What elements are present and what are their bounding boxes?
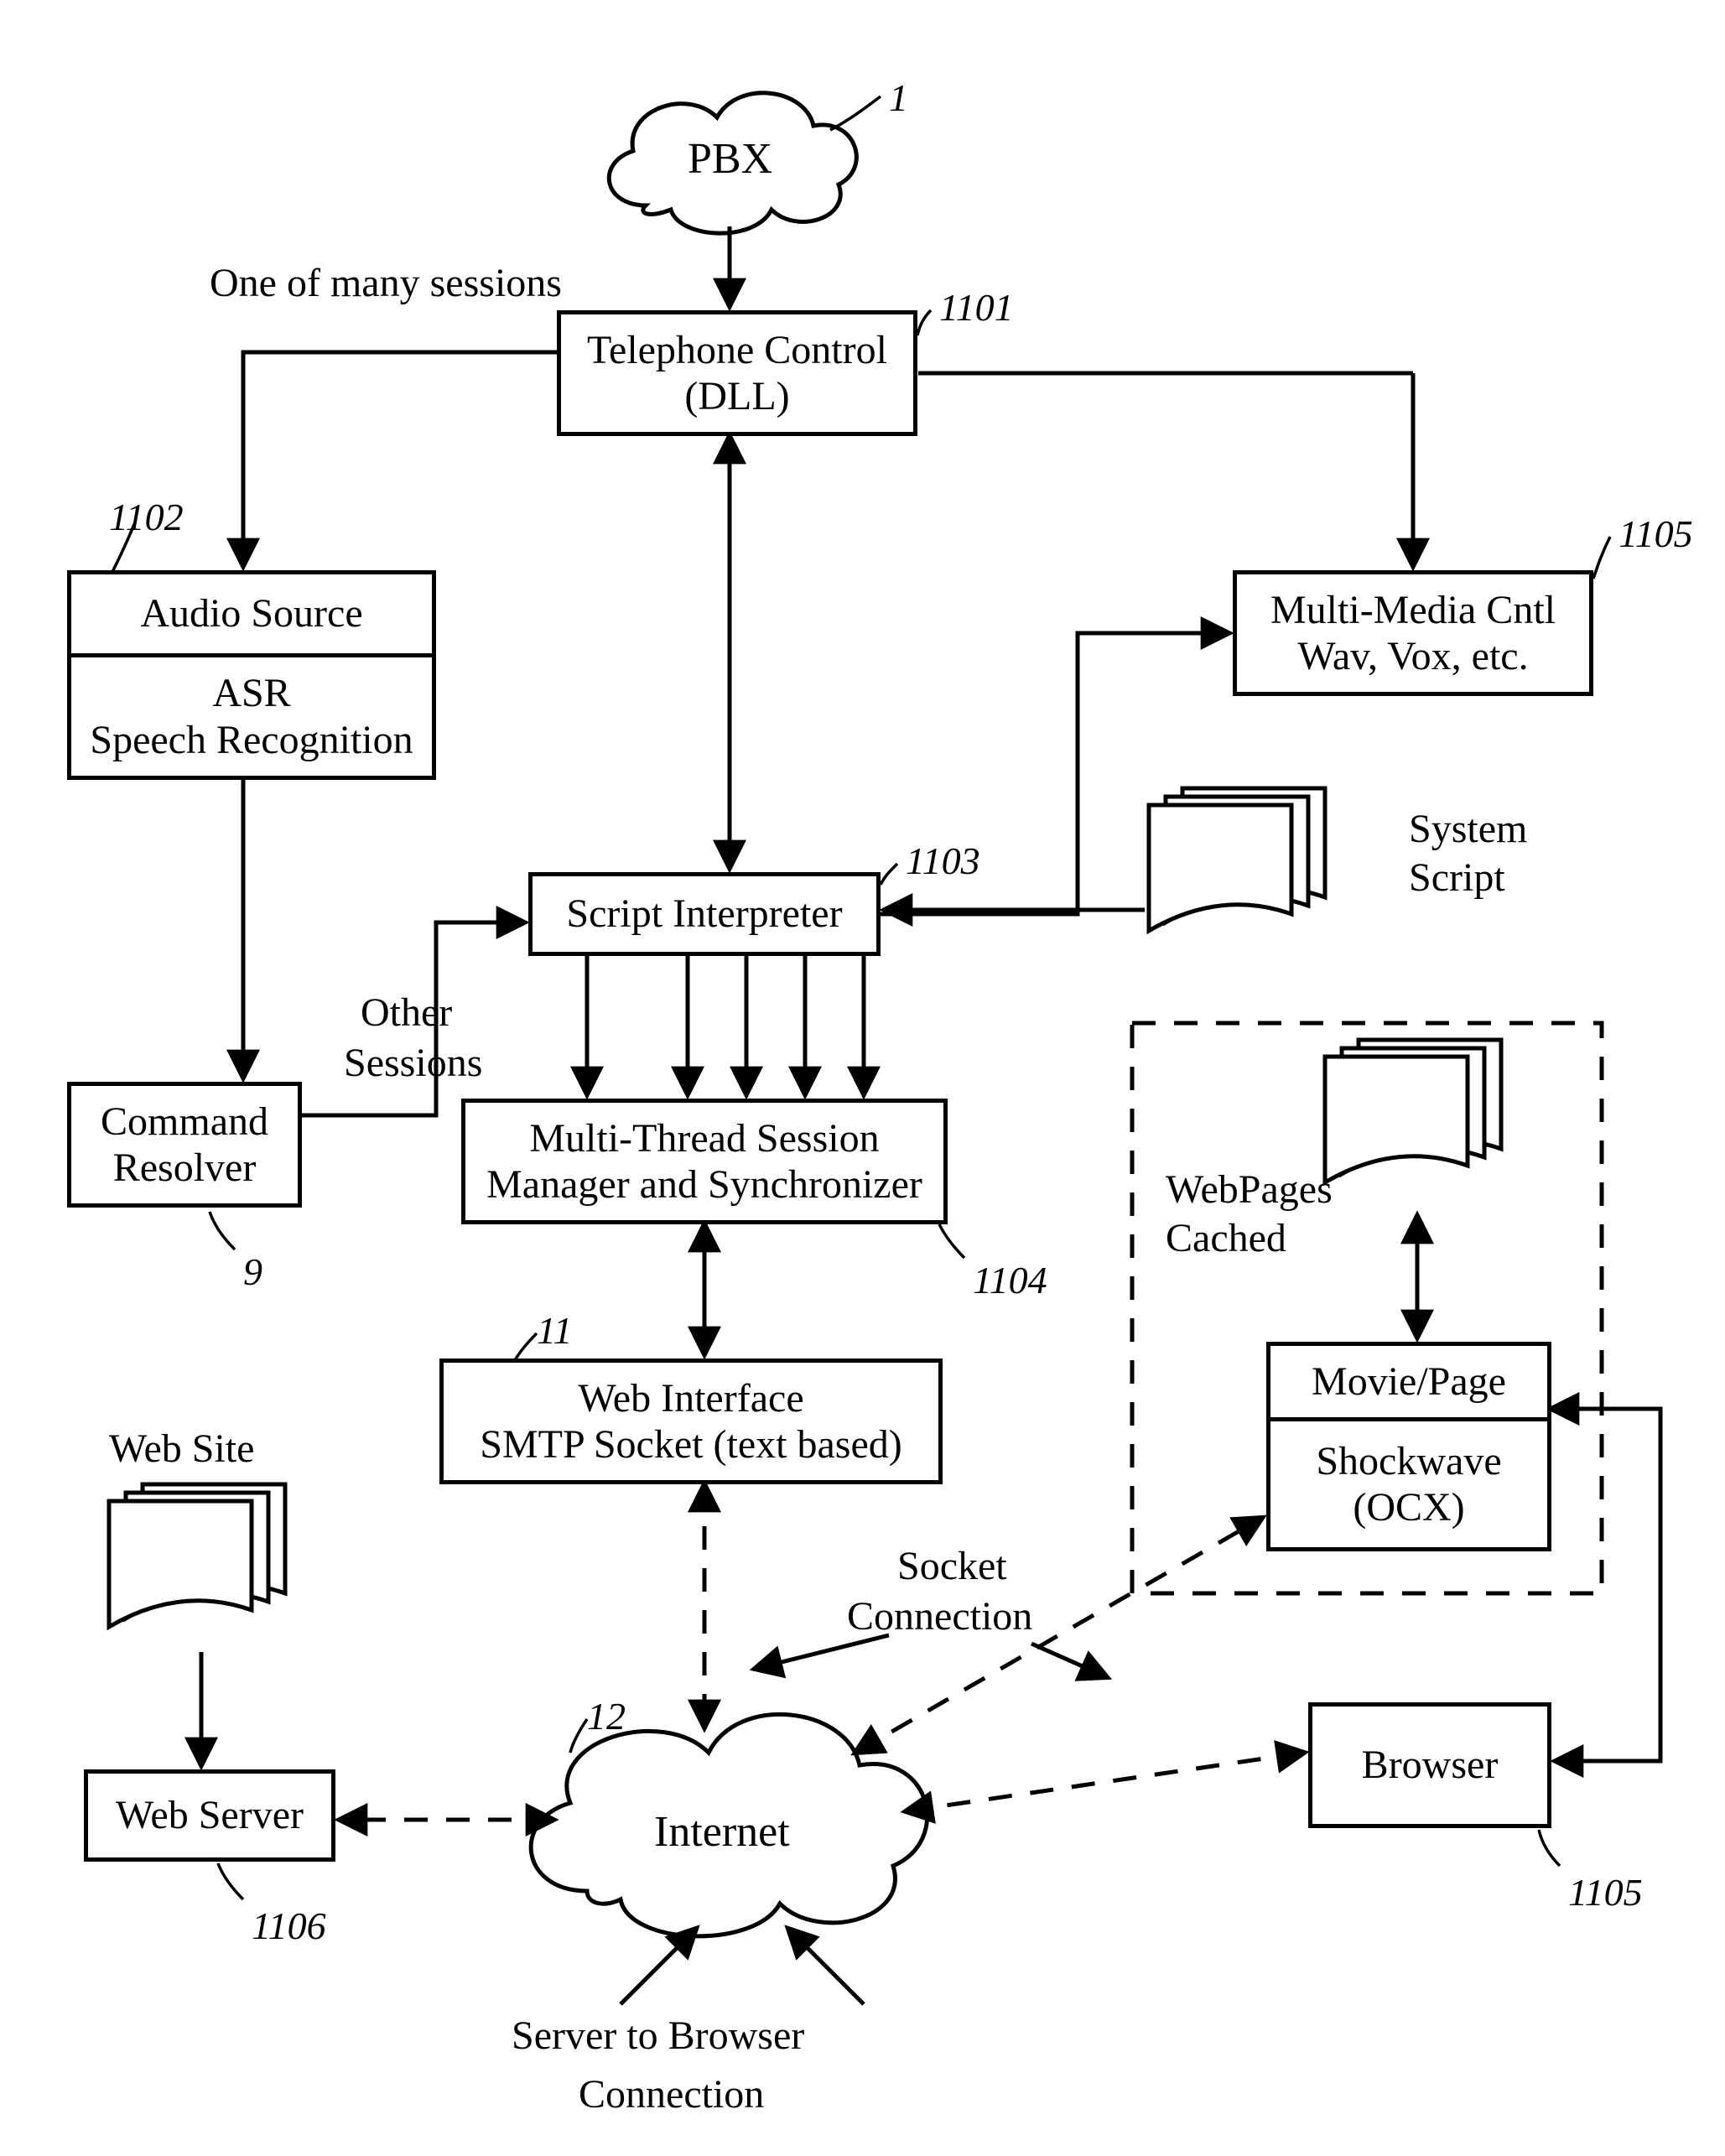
ref-1: 1 bbox=[889, 75, 908, 120]
command-resolver-line1: Command bbox=[101, 1099, 268, 1145]
label-server-browser-1: Server to Browser bbox=[512, 2013, 804, 2059]
diagram-canvas: PBX Internet Telephone Control (DLL) Aud… bbox=[0, 0, 1725, 2156]
ref-1106: 1106 bbox=[252, 1904, 326, 1948]
command-resolver-line2: Resolver bbox=[113, 1145, 257, 1191]
edge-lead_1101 bbox=[917, 310, 931, 335]
box-session-manager: Multi-Thread Session Manager and Synchro… bbox=[461, 1099, 948, 1224]
edge-sb_arrow2 bbox=[788, 1929, 864, 2004]
edge-lead_1106 bbox=[218, 1863, 243, 1899]
box-command-resolver: Command Resolver bbox=[67, 1082, 302, 1208]
script-interpreter-label: Script Interpreter bbox=[566, 891, 842, 937]
multi-media-line2: Wav, Vox, etc. bbox=[1297, 633, 1528, 679]
box-movie-shockwave: Movie/Page Shockwave (OCX) bbox=[1266, 1342, 1551, 1551]
edge-lead_9 bbox=[210, 1212, 235, 1249]
edge-lead_1103 bbox=[881, 864, 897, 885]
web-interface-line1: Web Interface bbox=[578, 1375, 803, 1421]
session-manager-line1: Multi-Thread Session bbox=[529, 1115, 879, 1161]
label-socket-conn-2: Connection bbox=[847, 1593, 1032, 1639]
label-socket-conn-1: Socket bbox=[897, 1543, 1007, 1589]
ref-1105a: 1105 bbox=[1618, 512, 1693, 556]
ref-1103: 1103 bbox=[906, 839, 980, 883]
edge-tel_left bbox=[243, 352, 557, 566]
box-web-server: Web Server bbox=[84, 1769, 335, 1862]
shockwave-line1: Shockwave bbox=[1316, 1438, 1501, 1484]
doc-stack-system-script bbox=[1149, 788, 1325, 931]
audio-source-label: Audio Source bbox=[140, 590, 362, 636]
cloud-pbx bbox=[609, 93, 856, 233]
ref-1102: 1102 bbox=[109, 495, 184, 539]
ref-1101: 1101 bbox=[939, 285, 1014, 330]
ref-11: 11 bbox=[537, 1308, 573, 1353]
box-script-interpreter: Script Interpreter bbox=[528, 872, 881, 956]
browser-label: Browser bbox=[1362, 1742, 1499, 1788]
label-web-site: Web Site bbox=[109, 1426, 254, 1472]
session-manager-line2: Manager and Synchronizer bbox=[486, 1161, 922, 1208]
edge-lead_12 bbox=[570, 1719, 587, 1753]
ref-9: 9 bbox=[243, 1249, 262, 1294]
doc-stack-web-site bbox=[109, 1484, 285, 1627]
ref-1104: 1104 bbox=[973, 1258, 1047, 1302]
telephone-control-line2: (DLL) bbox=[684, 373, 789, 419]
doc-stack-web-pages bbox=[1325, 1040, 1501, 1182]
label-other-sessions-2: Sessions bbox=[344, 1040, 482, 1086]
ref-12: 12 bbox=[587, 1694, 626, 1738]
box-browser: Browser bbox=[1308, 1702, 1551, 1828]
label-one-of-many: One of many sessions bbox=[210, 260, 562, 306]
movie-page-label: Movie/Page bbox=[1312, 1359, 1506, 1405]
edge-lead_1 bbox=[830, 96, 881, 130]
edge-sock_arrow1 bbox=[755, 1635, 889, 1669]
label-other-sessions-1: Other bbox=[361, 990, 452, 1036]
edge-internet_browser bbox=[906, 1753, 1304, 1811]
label-webpages-cached: WebPages Cached bbox=[1166, 1166, 1375, 1262]
web-server-label: Web Server bbox=[116, 1792, 304, 1838]
edge-shock_out bbox=[1551, 1409, 1660, 1761]
label-server-browser-2: Connection bbox=[579, 2071, 764, 2117]
edge-sock_arrow2 bbox=[1031, 1644, 1107, 1677]
shockwave-line2: (OCX) bbox=[1353, 1484, 1464, 1530]
edge-sb_arrow1 bbox=[621, 1929, 696, 2004]
asr-line2: Speech Recognition bbox=[90, 717, 413, 763]
box-multi-media: Multi-Media Cntl Wav, Vox, etc. bbox=[1233, 570, 1593, 696]
edge-lead_1104 bbox=[939, 1224, 964, 1258]
box-audio-asr: Audio Source ASR Speech Recognition bbox=[67, 570, 436, 780]
box-web-interface: Web Interface SMTP Socket (text based) bbox=[439, 1359, 943, 1484]
edge-lead_1105a bbox=[1593, 537, 1610, 579]
asr-line1: ASR bbox=[212, 670, 290, 716]
box-telephone-control: Telephone Control (DLL) bbox=[557, 310, 917, 436]
telephone-control-line1: Telephone Control bbox=[587, 327, 887, 373]
edge-lead_1105b bbox=[1539, 1830, 1560, 1866]
web-interface-line2: SMTP Socket (text based) bbox=[480, 1421, 901, 1468]
ref-1105b: 1105 bbox=[1568, 1870, 1643, 1914]
multi-media-line1: Multi-Media Cntl bbox=[1270, 587, 1556, 633]
label-system-script: System Script bbox=[1409, 805, 1577, 901]
